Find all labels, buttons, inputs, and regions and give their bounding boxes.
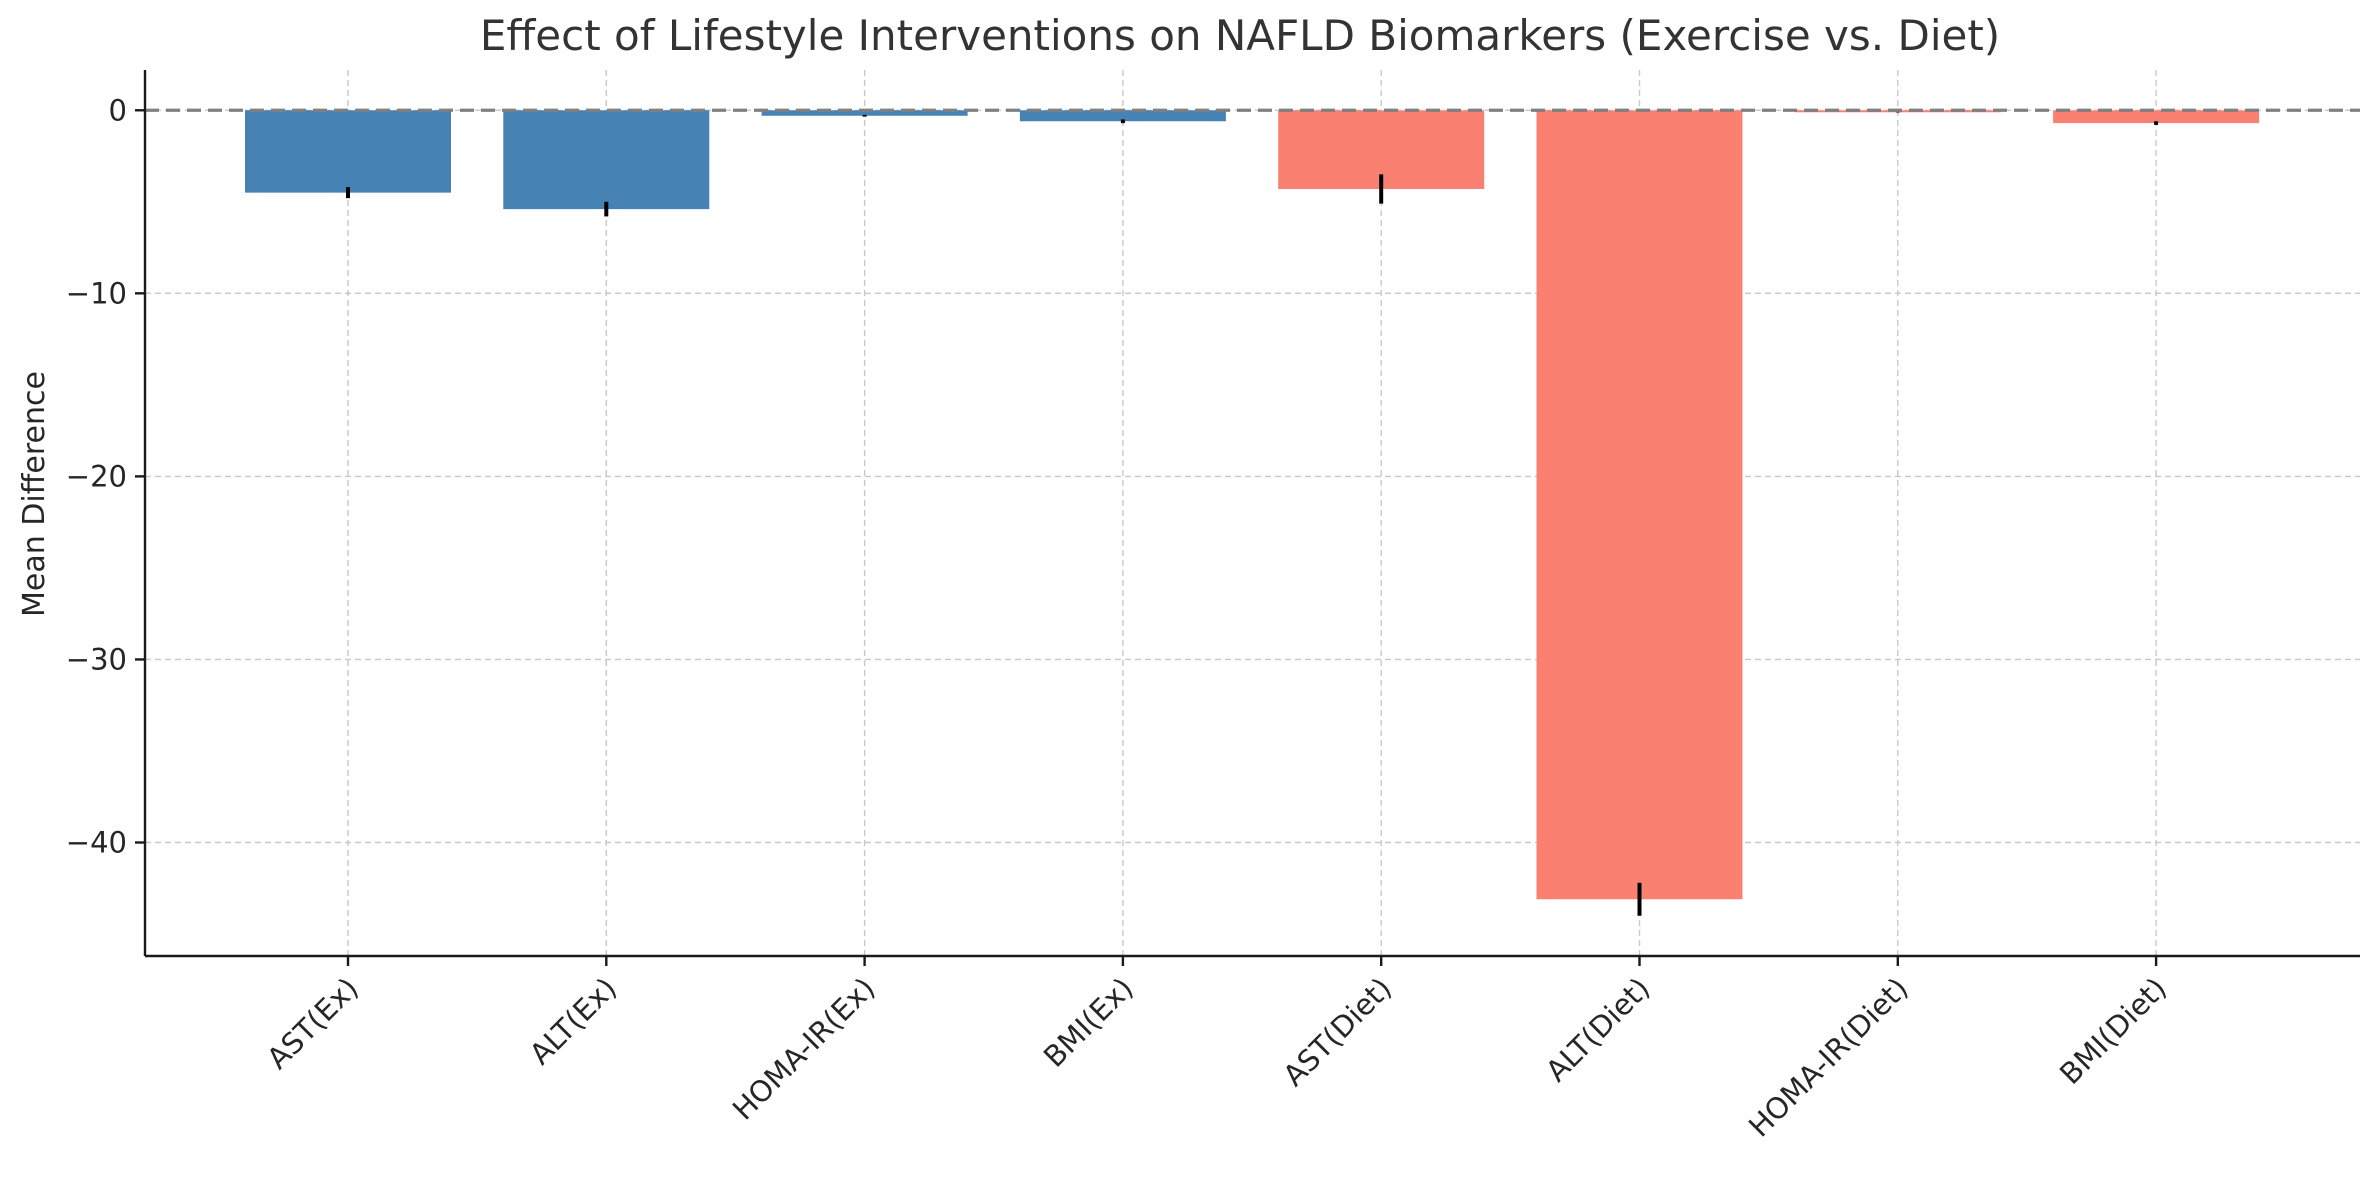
y-ticks: 0 −10 −20 −30 −40	[66, 93, 145, 860]
bar	[2053, 110, 2260, 124]
bar	[245, 110, 451, 193]
y-tick-label: −40	[66, 826, 127, 860]
x-tick-label: HOMA-IR(Ex)	[726, 971, 882, 1127]
x-ticks: AST(Ex) ALT(Ex) HOMA-IR(Ex) BMI(Ex) AST(Diet…	[260, 956, 2173, 1144]
error-bars	[346, 111, 2159, 916]
grid-lines	[145, 70, 2360, 956]
x-tick-label: HOMA-IR(Diet)	[1742, 971, 1915, 1144]
x-tick-label: ALT(Ex)	[523, 971, 623, 1071]
chart-title: Effect of Lifestyle Interventions on NAF…	[480, 11, 2000, 60]
bar	[1019, 110, 1226, 122]
bars	[245, 110, 2260, 900]
x-tick-label: BMI(Ex)	[1037, 971, 1140, 1074]
y-tick-label: −30	[66, 642, 127, 676]
bar	[761, 110, 968, 116]
bar	[1536, 110, 1743, 900]
x-tick-label: ALT(Diet)	[1539, 971, 1656, 1088]
x-tick-label: BMI(Diet)	[2053, 971, 2173, 1091]
y-tick-label: −10	[66, 276, 127, 310]
y-axis-label: Mean Difference	[17, 371, 52, 617]
x-tick-label: AST(Diet)	[1276, 971, 1398, 1093]
x-tick-label: AST(Ex)	[260, 971, 365, 1076]
y-tick-label: −20	[66, 459, 127, 493]
bar	[503, 110, 710, 210]
y-tick-label: 0	[109, 93, 127, 127]
